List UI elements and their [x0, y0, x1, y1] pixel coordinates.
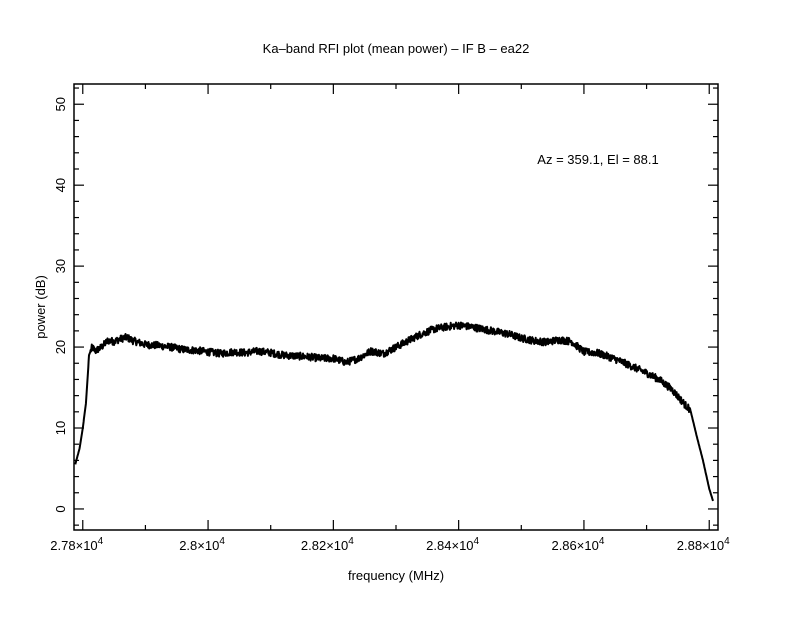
x-tick-label: 2.78×104: [50, 536, 103, 553]
y-axis-label: power (dB): [33, 275, 48, 339]
chart-title: Ka–band RFI plot (mean power) – IF B – e…: [263, 41, 530, 56]
chart-annotation: Az = 359.1, El = 88.1: [537, 152, 658, 167]
y-tick-label: 40: [53, 178, 68, 192]
x-tick-label: 2.88×104: [677, 536, 730, 553]
x-tick-label: 2.86×104: [551, 536, 604, 553]
x-axis-label: frequency (MHz): [348, 568, 444, 583]
series-line-mean-power: [75, 323, 713, 501]
y-tick-label: 50: [53, 97, 68, 111]
x-tick-label: 2.82×104: [301, 536, 354, 553]
x-tick-label: 2.84×104: [426, 536, 479, 553]
y-tick-label: 0: [53, 505, 68, 512]
y-tick-label: 30: [53, 259, 68, 273]
y-tick-label: 10: [53, 421, 68, 435]
y-tick-label: 20: [53, 340, 68, 354]
x-tick-label: 2.8×104: [179, 536, 225, 553]
plot-frame: [74, 84, 718, 530]
